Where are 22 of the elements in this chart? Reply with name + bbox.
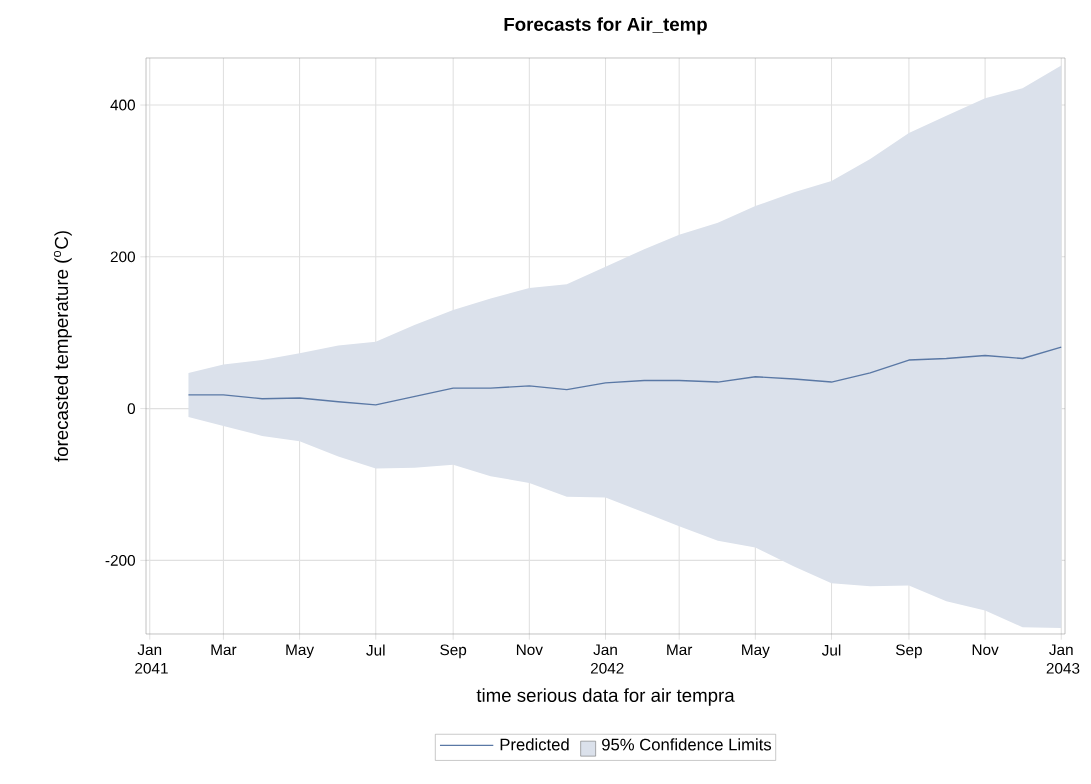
x-tick-label: Jul xyxy=(821,644,841,656)
y-axis-title: forecasted temperature ($^{o}$C) xyxy=(53,231,72,462)
x-tick-label: Jul xyxy=(366,644,385,656)
x-tick-label: Jan 2042 xyxy=(590,644,624,674)
legend-label: Predicted xyxy=(500,738,569,751)
x-tick-label: Sep xyxy=(440,644,467,659)
x-tick-label: May xyxy=(286,644,315,659)
text: 95% Confidence Limits xyxy=(602,738,772,751)
x-tick-label: Nov xyxy=(516,644,543,656)
x-tick-label: Sep xyxy=(895,644,922,659)
x-tick-label: Mar xyxy=(211,644,237,656)
x-tick-label: Mar xyxy=(667,644,693,656)
x-tick-label: Nov xyxy=(972,644,999,656)
y-tick-label: 200 xyxy=(110,251,135,263)
x-tick-label: May xyxy=(742,644,770,659)
y-tick-label: 400 xyxy=(110,99,135,111)
chart-title: Forecasts for Air_temp xyxy=(504,17,707,35)
x-axis-title: time serious data for air tempra xyxy=(476,688,735,706)
x-tick-label: Jan 2041 xyxy=(135,644,168,674)
y-tick-label: 0 xyxy=(127,403,136,415)
x-tick-label: Jan 2043 xyxy=(1046,644,1080,674)
y-tick-label: -200 xyxy=(105,554,135,566)
